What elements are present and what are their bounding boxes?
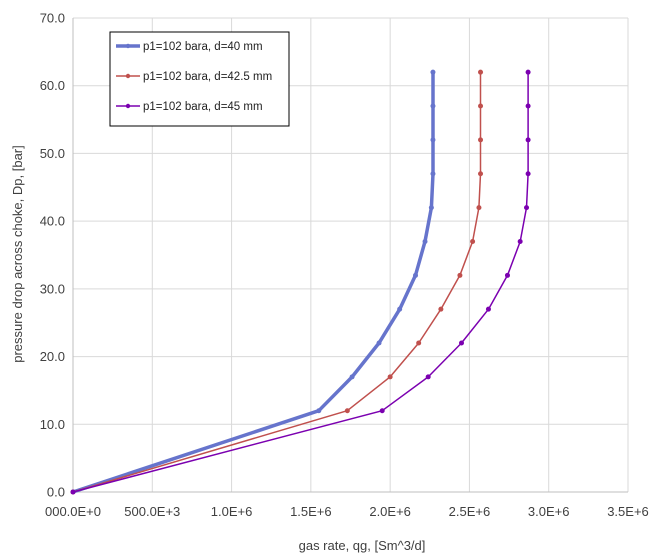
data-point xyxy=(478,103,484,109)
gridlines xyxy=(73,17,629,492)
data-point xyxy=(525,171,531,177)
data-point xyxy=(316,408,322,414)
x-tick-label: 500.0E+3 xyxy=(124,504,180,519)
x-tick-label: 3.5E+6 xyxy=(607,504,649,519)
data-point xyxy=(438,306,444,312)
y-tick-label: 0.0 xyxy=(47,485,65,500)
data-point xyxy=(459,340,464,346)
y-axis-title: pressure drop across choke, Dp, [bar] xyxy=(10,145,25,363)
data-point xyxy=(387,374,393,380)
data-point xyxy=(478,69,484,75)
series-line xyxy=(72,72,482,493)
data-point xyxy=(470,238,476,244)
y-tick-label: 20.0 xyxy=(40,349,65,364)
legend-label: p1=102 bara, d=40 mm xyxy=(143,41,263,53)
data-point xyxy=(476,205,482,211)
legend-label: p1=102 bara, d=45 mm xyxy=(143,101,263,113)
x-tick-label: 3.0E+6 xyxy=(528,504,570,519)
legend-marker xyxy=(125,43,131,49)
series-3 xyxy=(70,69,531,495)
data-point xyxy=(478,137,484,143)
legend-marker xyxy=(125,73,131,79)
data-point xyxy=(504,272,510,278)
y-tick-labels: 0.0 10.0 20.0 30.0 40.0 50.0 60.0 70.0 xyxy=(40,11,65,500)
data-point xyxy=(430,171,436,177)
y-tick-label: 60.0 xyxy=(40,78,65,93)
data-point xyxy=(430,69,436,75)
x-axis-title: gas rate, qg, [Sm^3/d] xyxy=(299,538,426,553)
axes xyxy=(72,18,628,493)
legend-entry: p1=102 bara, d=40 mm xyxy=(116,41,263,53)
data-point xyxy=(478,171,484,177)
series-line xyxy=(72,72,529,493)
x-tick-label: 1.5E+6 xyxy=(290,504,332,519)
data-point xyxy=(430,103,436,109)
y-tick-label: 40.0 xyxy=(40,214,65,229)
x-tick-label: 000.0E+0 xyxy=(45,504,101,519)
x-tick-label: 1.0E+6 xyxy=(211,504,253,519)
legend-entry: p1=102 bara, d=42.5 mm xyxy=(116,71,272,83)
y-tick-label: 70.0 xyxy=(40,11,65,26)
legend-entry: p1=102 bara, d=45 mm xyxy=(116,101,263,113)
legend: p1=102 bara, d=40 mm p1=102 bara, d=42.5 … xyxy=(109,31,290,127)
data-point xyxy=(422,238,428,244)
data-point xyxy=(517,238,523,244)
legend-label: p1=102 bara, d=42.5 mm xyxy=(143,71,272,83)
x-tick-label: 2.0E+6 xyxy=(369,504,411,519)
data-point xyxy=(525,69,531,75)
data-point xyxy=(416,340,422,346)
data-point xyxy=(344,408,350,414)
data-point xyxy=(457,272,463,278)
data-point xyxy=(413,272,419,278)
y-tick-label: 50.0 xyxy=(40,146,65,161)
legend-marker xyxy=(125,103,131,109)
data-point xyxy=(379,408,385,414)
data-point xyxy=(376,340,382,346)
data-point xyxy=(430,137,436,143)
x-tick-labels: 000.0E+0 500.0E+3 1.0E+6 1.5E+6 2.0E+6 2.5E+6… xyxy=(45,504,649,519)
y-tick-label: 30.0 xyxy=(40,281,65,296)
data-point xyxy=(428,205,434,211)
data-point xyxy=(524,205,530,211)
data-point xyxy=(525,103,531,109)
series-lines xyxy=(70,69,531,495)
data-point xyxy=(525,137,531,143)
data-point xyxy=(485,306,491,312)
data-point xyxy=(70,489,76,495)
y-tick-label: 10.0 xyxy=(40,417,65,432)
x-tick-label: 2.5E+6 xyxy=(449,504,491,519)
data-point xyxy=(425,374,431,380)
data-point xyxy=(349,374,355,380)
data-point xyxy=(397,306,403,312)
series-line xyxy=(72,72,435,494)
